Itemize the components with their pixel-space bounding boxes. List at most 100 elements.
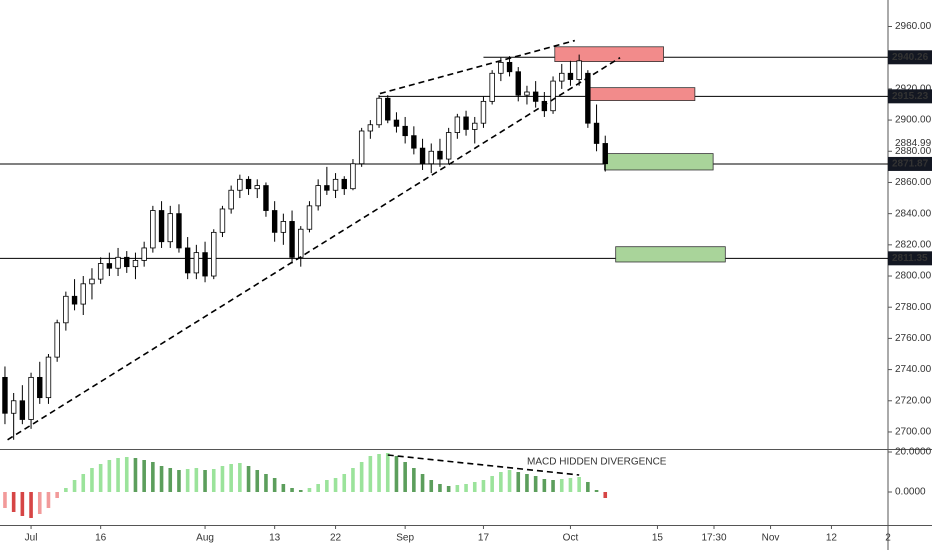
y-tick-label: 2740.00 — [895, 364, 932, 375]
candle-body — [593, 122, 600, 144]
macd-bar — [298, 490, 303, 492]
x-tick-label: 17 — [478, 533, 490, 544]
macd-bar — [81, 474, 86, 492]
candle-body — [211, 231, 217, 277]
candle-body — [254, 185, 260, 190]
macd-bar — [464, 484, 468, 492]
macd-bar — [490, 476, 494, 492]
macd-bar — [533, 476, 538, 492]
x-tick-label: Oct — [563, 533, 579, 544]
x-tick-label: 12 — [826, 533, 838, 544]
y-tick-label: 2860.00 — [895, 177, 932, 188]
macd-bar — [385, 453, 390, 492]
macd-bar — [542, 479, 547, 492]
y-tick-label: 2920.00 — [895, 84, 932, 95]
macd-bar — [499, 472, 503, 492]
trendline — [7, 57, 621, 441]
macd-bar — [20, 492, 25, 516]
level-label: 2811.35 — [892, 253, 928, 264]
macd-bar — [124, 457, 129, 492]
macd-bar — [333, 478, 338, 492]
candle-body — [332, 178, 339, 191]
macd-bar — [142, 460, 146, 492]
macd-bar — [394, 456, 399, 492]
candle-body — [393, 119, 400, 127]
macd-bar — [559, 479, 564, 492]
macd-bar — [316, 484, 320, 492]
macd-bar — [342, 474, 347, 492]
y-tick-label: 2960.00 — [895, 21, 932, 32]
candle-body — [367, 124, 374, 132]
candle-body — [19, 400, 26, 420]
zone — [585, 87, 696, 101]
level-label: 2940.26 — [892, 52, 929, 63]
macd-bar — [116, 458, 120, 492]
macd-bar — [211, 469, 216, 492]
candle-body — [559, 72, 565, 82]
candle-body — [585, 72, 591, 124]
y-tick-label: 2880.00 — [895, 146, 932, 157]
x-tick-label: 2 — [885, 533, 891, 544]
y-tick-label: 2700.00 — [895, 427, 932, 438]
x-tick-label: 13 — [269, 533, 281, 544]
macd-bar — [351, 468, 355, 492]
macd-bar — [246, 466, 251, 492]
candle-body — [167, 213, 173, 243]
macd-y-tick-label: 20.0000 — [895, 447, 932, 458]
candle-body — [480, 100, 487, 124]
macd-bar — [516, 472, 521, 492]
macd-bar — [481, 480, 486, 492]
macd-bar — [185, 469, 190, 492]
macd-bar — [107, 460, 112, 492]
level-label: 2871.87 — [892, 159, 929, 170]
candle-body — [124, 256, 130, 268]
macd-bar — [177, 470, 181, 492]
candle-body — [263, 185, 269, 211]
macd-bar — [281, 484, 286, 492]
price-label: 2884.99 — [895, 138, 932, 149]
macd-bar — [325, 480, 329, 492]
macd-bar — [429, 480, 434, 492]
candle-body — [385, 97, 391, 121]
candle-body — [28, 376, 34, 420]
candle-body — [498, 61, 504, 74]
candle-body — [89, 278, 95, 285]
zone — [554, 46, 664, 62]
macd-bar — [159, 466, 164, 492]
candle-body — [10, 400, 17, 414]
candle-body — [193, 252, 200, 274]
macd-bar — [377, 454, 381, 492]
macd-bar — [438, 484, 442, 492]
candle-body — [271, 210, 278, 233]
macd-bar — [151, 462, 155, 492]
candle-body — [54, 322, 60, 358]
candle-body — [202, 252, 208, 277]
candle-body — [298, 228, 304, 258]
level-label-bg — [888, 251, 932, 266]
macd-bar — [507, 470, 512, 492]
candle-body — [63, 295, 69, 324]
macd-trendline — [387, 454, 580, 476]
candle-body — [158, 210, 165, 243]
macd-bar — [420, 474, 425, 492]
candle-body — [428, 150, 434, 165]
candle-body — [97, 263, 104, 280]
macd-bar — [194, 468, 199, 492]
macd-bar — [603, 492, 608, 498]
macd-bar — [203, 470, 207, 492]
x-tick-label: 16 — [95, 533, 107, 544]
candle-body — [550, 80, 556, 112]
candle-body — [324, 185, 330, 191]
macd-bar — [577, 477, 581, 492]
candle-body — [184, 247, 191, 274]
candle-body — [402, 125, 408, 137]
candle-body — [306, 205, 313, 230]
macd-bar — [368, 456, 373, 492]
macd-bar — [272, 478, 277, 492]
macd-bar — [3, 492, 7, 508]
macd-bar — [98, 464, 103, 492]
candle-body — [228, 189, 234, 210]
candle-body — [115, 256, 121, 269]
candle-body — [350, 163, 356, 190]
